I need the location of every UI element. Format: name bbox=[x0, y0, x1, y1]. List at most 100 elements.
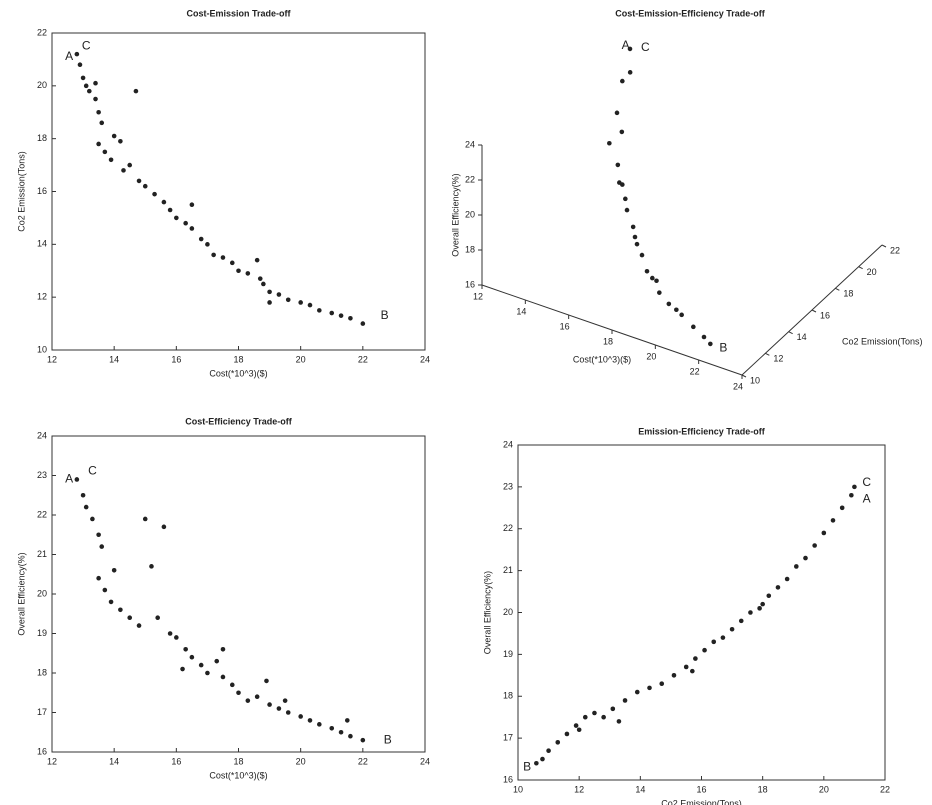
y-tick-label: 21 bbox=[503, 565, 513, 575]
y-tick bbox=[741, 374, 747, 378]
data-point bbox=[360, 737, 366, 743]
data-point bbox=[93, 96, 98, 102]
data-point bbox=[189, 226, 195, 231]
data-point bbox=[647, 685, 652, 691]
y-tick-label: 17 bbox=[503, 733, 513, 743]
x-tick-label: 10 bbox=[513, 784, 523, 794]
data-point bbox=[211, 252, 216, 258]
data-point bbox=[155, 615, 160, 620]
data-point bbox=[573, 723, 579, 728]
x-tick-label: 12 bbox=[574, 784, 584, 794]
data-point bbox=[690, 668, 695, 674]
data-point bbox=[261, 281, 266, 287]
data-point bbox=[329, 726, 335, 731]
data-point bbox=[620, 182, 625, 187]
data-point bbox=[136, 178, 142, 184]
data-point bbox=[307, 718, 313, 723]
data-point bbox=[711, 639, 717, 645]
data-point bbox=[285, 710, 291, 715]
data-point bbox=[174, 215, 179, 221]
x-tick-label: 24 bbox=[420, 354, 430, 364]
data-point bbox=[111, 568, 117, 573]
data-point bbox=[632, 234, 638, 240]
y-axis-label: Overall Efficiency(%) bbox=[16, 552, 26, 635]
point-annotation: A bbox=[863, 492, 871, 506]
data-point bbox=[794, 564, 799, 569]
data-point bbox=[344, 718, 350, 723]
data-point bbox=[229, 682, 235, 688]
data-point bbox=[610, 706, 616, 712]
data-point bbox=[96, 575, 101, 581]
data-point bbox=[616, 719, 622, 724]
data-point bbox=[276, 292, 282, 297]
data-point bbox=[623, 196, 628, 202]
data-point bbox=[582, 714, 588, 720]
data-point bbox=[601, 714, 606, 720]
data-point bbox=[627, 46, 633, 52]
data-point bbox=[683, 664, 689, 670]
x-tick-label: 20 bbox=[296, 354, 306, 364]
data-point bbox=[360, 321, 366, 326]
data-point bbox=[634, 689, 640, 695]
data-point bbox=[720, 635, 726, 640]
y-tick-label: 22 bbox=[37, 27, 47, 37]
data-point bbox=[108, 157, 114, 163]
data-point bbox=[691, 324, 696, 330]
data-point bbox=[189, 654, 195, 660]
data-point bbox=[149, 564, 154, 569]
data-point bbox=[757, 606, 762, 611]
data-point bbox=[298, 300, 303, 305]
data-point bbox=[657, 290, 662, 295]
data-point bbox=[748, 610, 753, 615]
data-point bbox=[102, 149, 108, 155]
data-point bbox=[220, 647, 226, 652]
point-annotation: B bbox=[719, 341, 727, 355]
data-point bbox=[534, 760, 539, 766]
x-tick-label: 16 bbox=[171, 354, 181, 364]
data-point bbox=[229, 260, 235, 266]
y-tick-label: 18 bbox=[37, 133, 47, 143]
data-point bbox=[80, 492, 86, 498]
z-tick-label: 24 bbox=[465, 139, 475, 149]
data-point bbox=[679, 312, 684, 318]
data-point bbox=[161, 199, 167, 205]
x-tick-label: 14 bbox=[109, 756, 119, 766]
point-annotation: C bbox=[862, 475, 871, 489]
y-axis-label: Co2 Emission(Tons) bbox=[842, 336, 923, 346]
data-point bbox=[133, 88, 139, 94]
data-point bbox=[348, 733, 353, 739]
data-point bbox=[276, 706, 282, 711]
x-tick-label: 14 bbox=[516, 306, 526, 316]
y-tick bbox=[881, 244, 887, 248]
x-axis-label: Cost(*10^3)($) bbox=[209, 770, 267, 780]
y-tick-label: 18 bbox=[37, 667, 47, 677]
data-point bbox=[142, 183, 148, 189]
data-point bbox=[650, 275, 655, 281]
data-point bbox=[639, 252, 645, 258]
data-point bbox=[766, 593, 772, 599]
chart-title: Cost-Efficiency Trade-off bbox=[185, 416, 293, 426]
data-point bbox=[317, 308, 322, 313]
point-annotation: C bbox=[88, 464, 97, 478]
y-tick-label: 16 bbox=[37, 186, 47, 196]
y-tick-label: 14 bbox=[797, 332, 807, 342]
x-tick-label: 18 bbox=[758, 784, 768, 794]
data-point bbox=[630, 224, 636, 230]
data-point bbox=[671, 673, 677, 678]
data-point bbox=[338, 729, 344, 735]
data-point bbox=[267, 300, 272, 305]
data-point bbox=[77, 62, 83, 67]
data-point bbox=[96, 109, 101, 115]
data-point bbox=[775, 585, 781, 590]
plot-frame bbox=[51, 32, 426, 351]
data-point bbox=[118, 139, 123, 144]
data-point bbox=[540, 756, 545, 762]
y-tick-label: 10 bbox=[37, 344, 47, 354]
data-point bbox=[852, 484, 857, 490]
data-point bbox=[285, 297, 291, 303]
data-point bbox=[180, 666, 185, 672]
data-point bbox=[220, 674, 226, 680]
data-point bbox=[338, 313, 344, 318]
point-annotation: B bbox=[523, 760, 531, 774]
